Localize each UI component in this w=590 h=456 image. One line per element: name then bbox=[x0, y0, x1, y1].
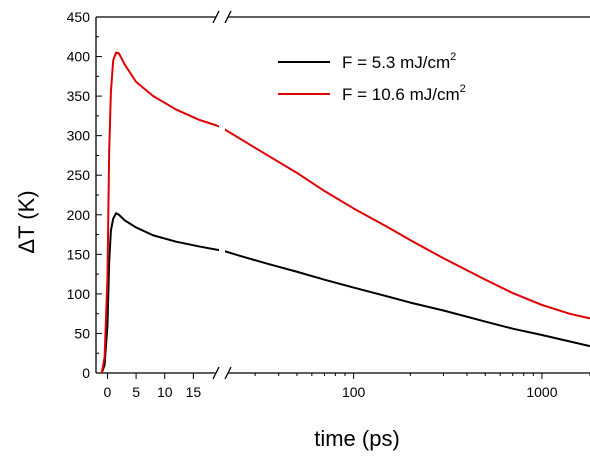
y-tick-label: 0 bbox=[82, 365, 90, 381]
x-tick-label: 5 bbox=[132, 384, 140, 400]
y-tick-label: 250 bbox=[67, 167, 91, 183]
x-tick-label: 0 bbox=[104, 384, 112, 400]
y-axis: 0 50 100 150 200 250 300 350 400 450 bbox=[67, 9, 102, 381]
y-axis-title: ΔT (K) bbox=[14, 190, 39, 253]
x-axis-title: time (ps) bbox=[314, 426, 400, 451]
legend-label-1: F = 5.3 mJ/cm2 bbox=[342, 51, 456, 72]
axis-break-mark bbox=[224, 10, 232, 24]
y-tick-label: 450 bbox=[67, 9, 91, 25]
x-axis: 0 5 10 15 100 1000 bbox=[104, 373, 590, 400]
axis-break-mark bbox=[212, 366, 220, 380]
y-tick-label: 350 bbox=[67, 88, 91, 104]
axis-break bbox=[212, 10, 232, 380]
y-tick-label: 150 bbox=[67, 246, 91, 262]
y-tick-label: 50 bbox=[74, 325, 90, 341]
x-tick-label: 100 bbox=[342, 384, 366, 400]
y-tick-label: 100 bbox=[67, 286, 91, 302]
series-line-1 bbox=[100, 212, 590, 374]
y-tick-label: 400 bbox=[67, 49, 91, 65]
legend-label-2: F = 10.6 mJ/cm2 bbox=[342, 83, 466, 104]
legend: F = 5.3 mJ/cm2 F = 10.6 mJ/cm2 bbox=[278, 51, 466, 104]
x-tick-label: 15 bbox=[186, 384, 202, 400]
x-tick-label: 1000 bbox=[526, 384, 557, 400]
axis-break-mark bbox=[224, 366, 232, 380]
y-tick-label: 300 bbox=[67, 128, 91, 144]
axis-break-mark bbox=[212, 10, 220, 24]
axis-break-gap bbox=[219, 25, 225, 369]
x-tick-label: 10 bbox=[157, 384, 173, 400]
y-tick-label: 200 bbox=[67, 207, 91, 223]
